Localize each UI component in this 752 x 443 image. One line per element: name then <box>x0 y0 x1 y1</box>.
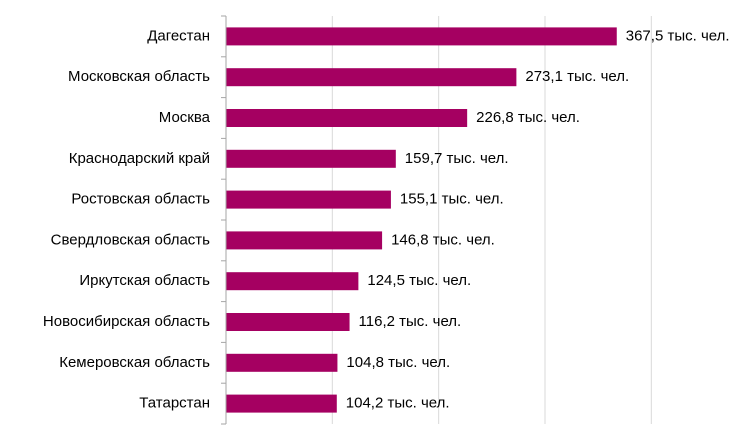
category-label: Свердловская область <box>51 231 211 248</box>
category-label: Москва <box>159 109 211 126</box>
bar <box>226 313 350 331</box>
category-labels: Дагестан Московская область Москва Краснода… <box>43 27 211 411</box>
value-label: 146,8 тыс. чел. <box>391 231 495 248</box>
value-label: 124,5 тыс. чел. <box>367 272 471 289</box>
value-labels: 367,5 тыс. чел. 273,1 тыс. чел. 226,8 тыс.… <box>346 27 730 411</box>
bar <box>226 27 617 46</box>
value-label: 155,1 тыс. чел. <box>400 191 504 208</box>
bar <box>226 394 337 413</box>
bar <box>226 190 391 209</box>
bar <box>226 272 359 291</box>
value-label: 116,2 тыс. чел. <box>359 313 462 330</box>
value-label: 104,8 тыс. чел. <box>346 354 450 371</box>
category-label: Дагестан <box>147 27 210 44</box>
bar <box>226 68 517 87</box>
bar <box>226 231 383 250</box>
bar <box>226 149 396 168</box>
bar <box>226 353 338 372</box>
category-label: Иркутская область <box>79 272 210 289</box>
y-axis <box>221 15 227 425</box>
category-label: Кемеровская область <box>59 354 210 371</box>
category-label: Московская область <box>68 68 210 85</box>
value-label: 273,1 тыс. чел. <box>525 68 629 85</box>
category-label: Ростовская область <box>71 191 210 208</box>
value-label: 226,8 тыс. чел. <box>476 109 580 126</box>
value-label: 104,2 тыс. чел. <box>346 395 450 412</box>
value-label: 367,5 тыс. чел. <box>626 27 730 44</box>
category-label: Новосибирская область <box>43 313 210 330</box>
category-label: Татарстан <box>139 395 210 412</box>
bars <box>226 27 617 413</box>
value-label: 159,7 тыс. чел. <box>405 150 509 167</box>
bar <box>226 109 468 127</box>
category-label: Краснодарский край <box>69 150 210 167</box>
